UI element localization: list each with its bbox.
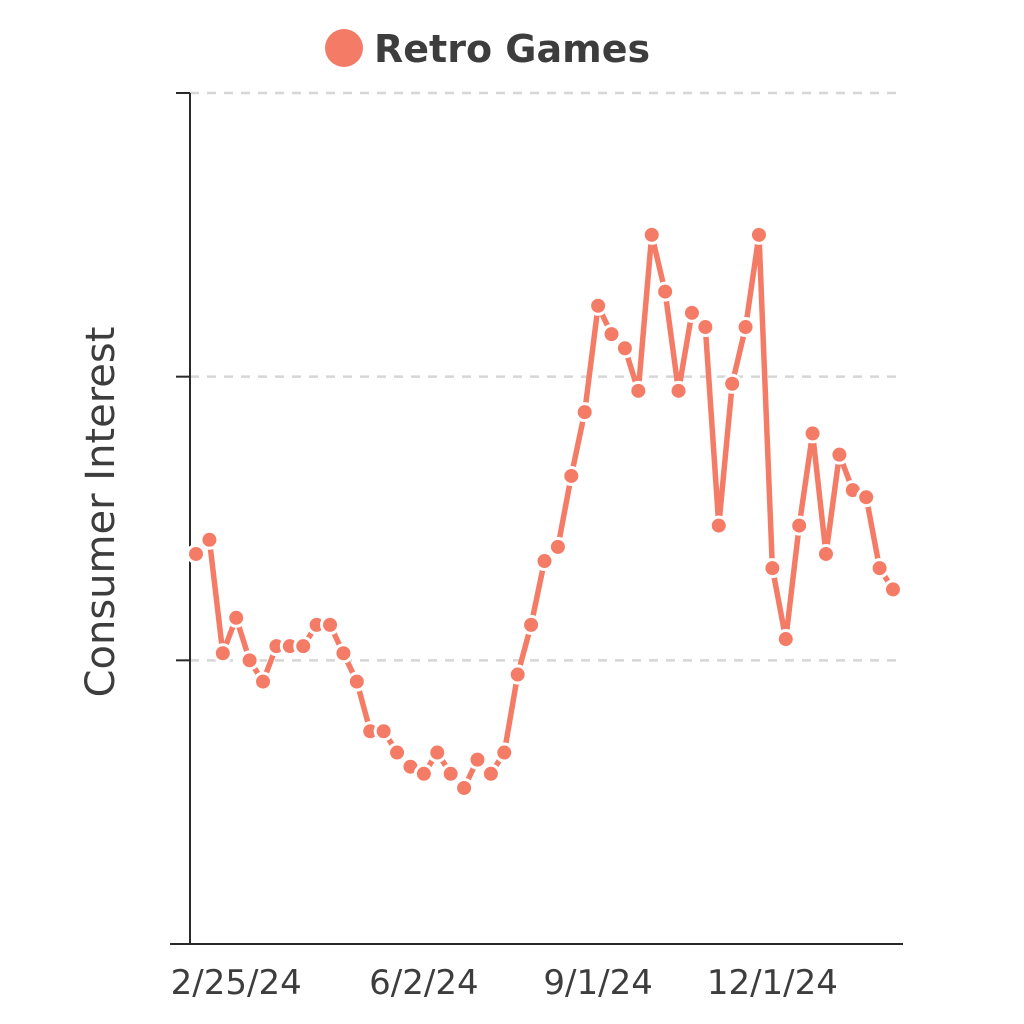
x-tick-label-3: 9/1/24 [543, 963, 652, 1003]
data-point-32 [601, 324, 622, 345]
data-point-53 [883, 579, 903, 600]
data-point-51 [856, 487, 877, 508]
series-line-retro-games [193, 232, 896, 791]
data-point-18 [413, 763, 434, 784]
data-point-27 [534, 551, 555, 572]
data-point-5 [239, 650, 260, 671]
data-point-37 [668, 380, 689, 401]
x-tick-labels: 2/25/24 6/2/24 9/1/24 12/1/24 [171, 963, 838, 1003]
data-point-52 [869, 558, 890, 579]
axes [170, 92, 903, 945]
data-point-29 [561, 465, 582, 486]
data-point-34 [628, 380, 649, 401]
data-point-48 [815, 543, 836, 564]
y-axis-label: Consumer Interest [78, 327, 124, 698]
data-point-12 [333, 643, 354, 664]
data-point-26 [521, 614, 542, 635]
data-point-47 [802, 423, 823, 444]
data-point-35 [641, 224, 662, 245]
data-point-45 [775, 629, 796, 650]
data-point-3 [212, 643, 233, 664]
x-tick-label-1: 2/25/24 [171, 963, 302, 1003]
data-point-41 [722, 373, 743, 394]
data-point-38 [681, 302, 702, 323]
data-point-1 [186, 543, 206, 564]
data-point-43 [748, 224, 769, 245]
data-point-36 [655, 281, 676, 302]
data-point-11 [320, 614, 341, 635]
legend: Retro Games [325, 27, 650, 71]
series-retro-games [186, 224, 903, 798]
data-point-46 [789, 515, 810, 536]
data-point-40 [708, 515, 729, 536]
legend-label-retro-games: Retro Games [374, 27, 650, 71]
x-tick-label-4: 12/1/24 [707, 963, 838, 1003]
data-point-39 [695, 317, 716, 338]
data-point-44 [762, 558, 783, 579]
legend-swatch-retro-games [325, 29, 363, 67]
data-point-16 [387, 742, 408, 763]
data-point-9 [293, 636, 314, 657]
data-point-33 [614, 338, 635, 359]
data-point-28 [547, 536, 568, 557]
data-point-24 [494, 742, 515, 763]
data-point-20 [440, 763, 461, 784]
data-point-6 [253, 671, 274, 692]
data-point-2 [199, 529, 220, 550]
data-point-21 [454, 777, 475, 798]
data-point-25 [507, 664, 528, 685]
data-point-22 [467, 749, 488, 770]
data-point-23 [480, 763, 501, 784]
data-point-13 [346, 671, 367, 692]
data-point-31 [588, 295, 609, 316]
data-point-19 [427, 742, 448, 763]
data-point-49 [829, 444, 850, 465]
data-point-42 [735, 317, 756, 338]
data-point-30 [574, 402, 595, 423]
data-point-4 [226, 607, 247, 628]
data-point-15 [373, 721, 394, 742]
x-tick-label-2: 6/2/24 [369, 963, 478, 1003]
